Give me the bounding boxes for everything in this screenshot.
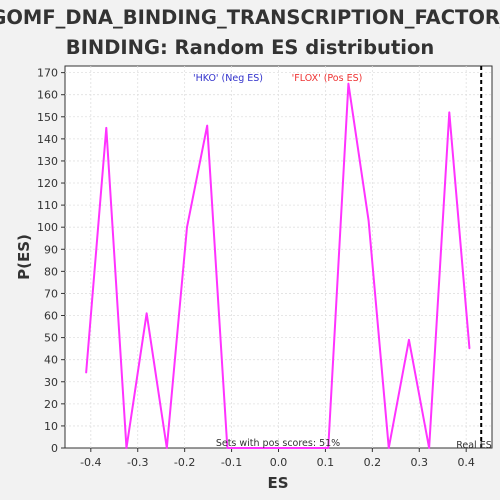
y-tick-label: 0 bbox=[51, 442, 58, 455]
x-axis-ticks: -0.4 -0.3 -0.2 -0.1 0.0 0.1 0.2 0.3 0.4 bbox=[80, 448, 475, 469]
data-point bbox=[105, 127, 107, 129]
x-tick-label: -0.3 bbox=[127, 456, 148, 469]
data-point bbox=[388, 447, 390, 449]
x-tick-label: 0.3 bbox=[411, 456, 429, 469]
x-tick-label: -0.2 bbox=[174, 456, 195, 469]
x-tick-label: 0.0 bbox=[270, 456, 288, 469]
chart-title-line1: GOMF_DNA_BINDING_TRANSCRIPTION_FACTOR_ bbox=[0, 6, 500, 29]
data-point bbox=[468, 348, 471, 350]
y-tick-label: 70 bbox=[44, 287, 58, 300]
data-point bbox=[267, 447, 269, 449]
x-tick-label: 0.4 bbox=[457, 456, 475, 469]
y-tick-label: 60 bbox=[44, 310, 58, 323]
pos-scores-annotation: Sets with pos scores: 51% bbox=[216, 438, 340, 449]
y-tick-label: 10 bbox=[44, 420, 58, 433]
chart-title-line2: BINDING: Random ES distribution bbox=[66, 36, 434, 59]
x-axis-label: ES bbox=[267, 474, 288, 492]
y-tick-label: 110 bbox=[37, 199, 58, 212]
grid-layer bbox=[65, 66, 492, 448]
y-tick-label: 80 bbox=[44, 265, 58, 278]
y-tick-label: 30 bbox=[44, 376, 58, 389]
y-tick-label: 90 bbox=[44, 243, 58, 256]
x-tick-label: -0.4 bbox=[80, 456, 101, 469]
y-tick-label: 100 bbox=[37, 221, 58, 234]
data-point bbox=[125, 447, 128, 449]
y-tick-label: 140 bbox=[37, 133, 58, 146]
x-tick-label: -0.1 bbox=[221, 456, 242, 469]
data-point bbox=[85, 372, 87, 374]
y-tick-label: 20 bbox=[44, 398, 58, 411]
y-tick-label: 160 bbox=[37, 89, 58, 102]
data-point bbox=[206, 125, 208, 127]
y-tick-label: 170 bbox=[37, 67, 58, 80]
x-tick-label: 0.2 bbox=[364, 456, 382, 469]
data-point bbox=[307, 447, 309, 449]
data-point bbox=[327, 447, 329, 449]
data-point bbox=[287, 447, 289, 449]
data-point bbox=[166, 447, 168, 449]
y-tick-label: 150 bbox=[37, 111, 58, 124]
data-point bbox=[226, 447, 228, 449]
real-es-label: Real ES bbox=[456, 440, 492, 451]
data-point bbox=[246, 447, 249, 449]
y-axis-label: P(ES) bbox=[15, 234, 33, 280]
data-point bbox=[408, 339, 410, 341]
y-tick-label: 40 bbox=[44, 354, 58, 367]
y-axis-ticks: 0 10 20 30 40 50 60 70 80 90 100 110 120 130 140 150 160… bbox=[37, 67, 65, 455]
legend-neg-label: 'HKO' (Neg ES) bbox=[193, 73, 263, 84]
data-point bbox=[146, 312, 148, 314]
data-point bbox=[367, 219, 370, 222]
series-layer bbox=[85, 82, 471, 449]
data-point bbox=[347, 83, 350, 85]
data-point bbox=[448, 111, 450, 113]
y-tick-label: 130 bbox=[37, 155, 58, 168]
legend-pos-label: 'FLOX' (Pos ES) bbox=[292, 73, 363, 84]
data-point bbox=[186, 226, 188, 228]
x-tick-label: 0.1 bbox=[317, 456, 335, 469]
data-point bbox=[428, 447, 430, 449]
y-tick-label: 50 bbox=[44, 332, 58, 345]
y-tick-label: 120 bbox=[37, 177, 58, 190]
series-line bbox=[85, 82, 471, 449]
